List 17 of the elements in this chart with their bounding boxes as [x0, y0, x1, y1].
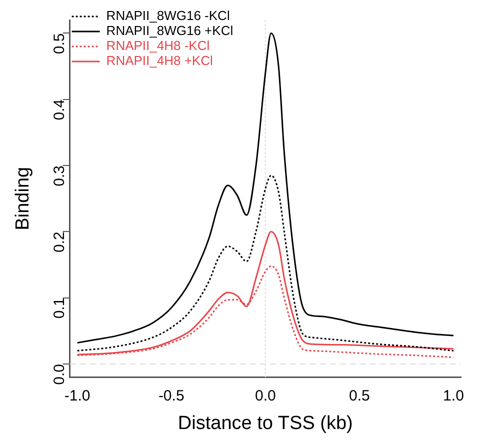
- x-tick-label: 0.0: [254, 387, 276, 404]
- y-tick-label: 0.1: [50, 298, 68, 319]
- legend-label: RNAPII_4H8 -KCl: [106, 38, 210, 54]
- x-tick-label: -0.5: [158, 387, 184, 404]
- legend-label: RNAPII_8WG16 +KCl: [106, 23, 234, 38]
- x-tick-label: 0.5: [349, 387, 370, 404]
- y-tick-label: 0.2: [50, 232, 68, 253]
- y-tick-label: 0.5: [50, 33, 68, 54]
- y-axis-title: Binding: [12, 166, 34, 230]
- x-tick-label: -1.0: [64, 387, 90, 404]
- y-tick-label: 0.4: [50, 99, 68, 120]
- legend-label: RNAPII_8WG16 -KCl: [106, 8, 230, 24]
- y-tick-label: 0.3: [50, 166, 68, 186]
- y-tick-label: 0.0: [50, 364, 68, 385]
- x-tick-label: 1.0: [443, 387, 464, 404]
- x-axis-title: Distance to TSS (kb): [178, 412, 353, 434]
- legend-label: RNAPII_4H8 +KCl: [106, 53, 213, 68]
